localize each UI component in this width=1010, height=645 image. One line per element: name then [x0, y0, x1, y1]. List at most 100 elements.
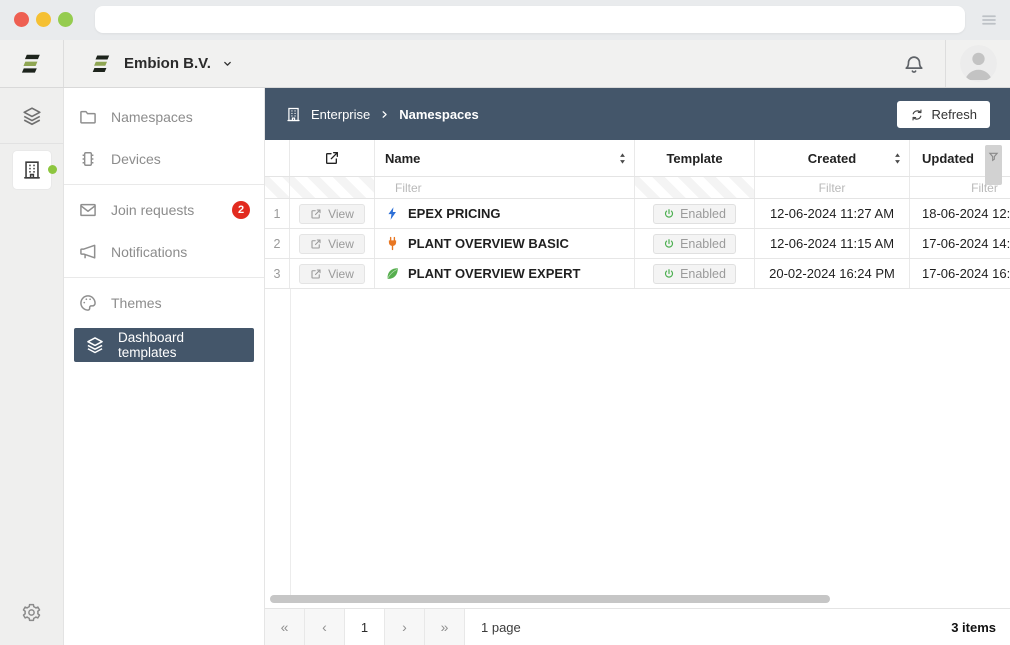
table-row: 1 View EPEX PRICING Enabled 12-06-2024 1… — [265, 199, 1010, 229]
leaf-icon — [387, 268, 398, 279]
filter-panel-toggle[interactable] — [985, 145, 1002, 185]
sidebar-item-label: Themes — [111, 295, 162, 311]
chevron-right-icon — [379, 109, 390, 120]
sidebar-item-label: Dashboard templates — [118, 330, 185, 360]
first-page-button[interactable]: « — [265, 609, 305, 645]
last-page-button[interactable]: » — [425, 609, 465, 645]
sidebar-item-dashboard-templates[interactable]: Dashboard templates — [74, 328, 254, 362]
embion-logo-icon — [90, 52, 114, 76]
header-view-column — [290, 140, 375, 176]
pagination-bar: « ‹ 1 › » 1 page 3 items — [265, 608, 1010, 645]
gear-icon — [22, 603, 41, 622]
prev-page-button[interactable]: ‹ — [305, 609, 345, 645]
zoom-window-button[interactable] — [58, 12, 73, 27]
created-date: 12-06-2024 11:15 AM — [769, 236, 895, 251]
sort-icon[interactable] — [616, 151, 629, 166]
current-page-button[interactable]: 1 — [345, 609, 385, 645]
next-page-button[interactable]: › — [385, 609, 425, 645]
close-window-button[interactable] — [14, 12, 29, 27]
user-menu[interactable] — [945, 40, 1010, 87]
settings-button[interactable] — [0, 602, 63, 623]
filter-disabled-cell — [290, 177, 375, 198]
created-date: 20-02-2024 16:24 PM — [769, 266, 895, 281]
view-button[interactable]: View — [299, 263, 365, 284]
header-name[interactable]: Name — [375, 140, 635, 176]
minimize-window-button[interactable] — [36, 12, 51, 27]
column-guide-line — [290, 289, 291, 595]
template-name: EPEX PRICING — [408, 206, 501, 221]
table-header: Name Template Created Updated — [265, 140, 1010, 177]
sidebar-item-themes[interactable]: Themes — [64, 282, 264, 324]
external-link-icon — [326, 152, 338, 164]
divider — [64, 277, 264, 278]
refresh-button[interactable]: Refresh — [897, 101, 990, 128]
breadcrumb-item-namespaces: Namespaces — [399, 106, 479, 122]
main-content: Enterprise Namespaces Refresh Name Templ… — [265, 88, 1010, 645]
sidebar-item-namespaces[interactable]: Namespaces — [64, 96, 264, 138]
header-updated[interactable]: Updated — [910, 140, 1010, 176]
building-icon — [285, 106, 302, 123]
org-switcher[interactable]: Embion B.V. — [64, 40, 234, 87]
layers-icon — [87, 337, 103, 354]
refresh-icon — [912, 109, 923, 120]
sidebar-item-label: Notifications — [111, 244, 188, 260]
divider — [64, 184, 264, 185]
external-link-icon — [311, 238, 321, 249]
view-button[interactable]: View — [299, 233, 365, 254]
breadcrumb: Enterprise Namespaces Refresh — [265, 88, 1010, 140]
view-button[interactable]: View — [299, 203, 365, 224]
window-controls — [14, 12, 73, 27]
external-link-icon — [311, 208, 321, 219]
address-bar[interactable] — [95, 6, 965, 33]
updated-date: 17-06-2024 14: — [922, 236, 1010, 251]
layers-icon — [22, 106, 41, 125]
status-badge: Enabled — [653, 203, 736, 224]
horizontal-scrollbar — [265, 595, 1010, 604]
building-icon — [23, 161, 40, 179]
table-row: 2 View PLANT OVERVIEW BASIC Enabled 12-0… — [265, 229, 1010, 259]
header-row-number — [265, 140, 290, 176]
browser-menu-icon[interactable] — [980, 11, 998, 29]
browser-chrome — [0, 0, 1010, 40]
bell-icon — [905, 55, 923, 73]
power-icon — [664, 268, 674, 278]
org-name: Embion B.V. — [124, 55, 211, 72]
icon-rail — [0, 88, 64, 645]
chip-icon — [82, 152, 94, 166]
plug-icon — [388, 236, 397, 251]
items-count-text: 3 items — [951, 619, 996, 635]
power-icon — [664, 208, 674, 218]
horizontal-scrollbar-thumb[interactable] — [270, 595, 830, 603]
lightning-icon — [388, 207, 396, 220]
sidebar: Namespaces Devices Join requests 2 Notif… — [64, 88, 265, 645]
status-badge: Enabled — [653, 233, 736, 254]
filter-disabled-cell — [635, 177, 755, 198]
rail-enterprise-button[interactable] — [12, 151, 57, 189]
created-filter-input[interactable] — [755, 177, 909, 198]
filter-disabled-cell — [265, 177, 290, 198]
funnel-icon — [988, 152, 999, 162]
envelope-icon — [80, 203, 96, 217]
updated-date: 18-06-2024 12: — [922, 206, 1010, 221]
rail-dashboards-button[interactable] — [0, 88, 63, 144]
name-filter-input[interactable] — [385, 177, 624, 198]
breadcrumb-item-enterprise[interactable]: Enterprise — [311, 106, 371, 122]
header-template: Template — [635, 140, 755, 176]
table-row: 3 View PLANT OVERVIEW EXPERT Enabled 20-… — [265, 259, 1010, 289]
updated-date: 17-06-2024 16: — [922, 266, 1010, 281]
sidebar-item-label: Join requests — [111, 202, 195, 218]
sidebar-item-join-requests[interactable]: Join requests 2 — [64, 189, 264, 231]
table-filter-row — [265, 177, 1010, 199]
header-created[interactable]: Created — [755, 140, 910, 176]
megaphone-icon — [80, 244, 96, 259]
embion-logo-icon[interactable] — [0, 40, 64, 87]
notifications-bell-button[interactable] — [883, 40, 945, 87]
sort-icon[interactable] — [891, 151, 904, 166]
row-number: 2 — [273, 236, 281, 251]
power-icon — [664, 238, 674, 248]
sidebar-item-devices[interactable]: Devices — [64, 138, 264, 180]
active-status-dot — [47, 165, 57, 174]
page-count-text: 1 page — [481, 619, 521, 635]
app-header: Embion B.V. — [0, 40, 1010, 88]
sidebar-item-notifications[interactable]: Notifications — [64, 231, 264, 273]
